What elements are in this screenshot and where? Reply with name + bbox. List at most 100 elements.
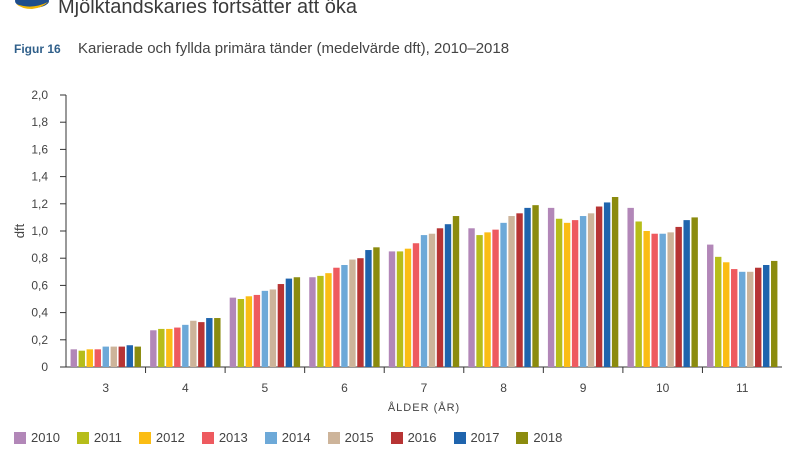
bar-2012-age-4 bbox=[166, 328, 173, 367]
bar-2018-age-3 bbox=[134, 346, 141, 367]
bar-2010-age-11 bbox=[707, 244, 714, 367]
bar-2014-age-3 bbox=[102, 346, 109, 367]
bar-chart: 0 0,2 0,4 0,6 0,8 1,0 1,2 1,4 1,6 1,8 2,0 dft 3 4 5 6 7 8… bbox=[12, 88, 782, 414]
legend-item-2011: 2011 bbox=[76, 430, 122, 445]
bar-2016-age-8 bbox=[516, 213, 523, 367]
bar-2013-age-9 bbox=[571, 220, 579, 367]
bar-2012-age-7 bbox=[404, 248, 412, 367]
x-tick-label: 4 bbox=[182, 381, 189, 395]
bar-2010-age-3 bbox=[70, 349, 77, 367]
bar-2012-age-10 bbox=[643, 231, 650, 367]
bar-2013-age-7 bbox=[412, 243, 420, 367]
x-tick-label: 9 bbox=[580, 381, 587, 395]
y-tick-label: 1,4 bbox=[31, 170, 48, 184]
bar-2017-age-6 bbox=[365, 250, 372, 367]
legend-label: 2011 bbox=[93, 430, 122, 445]
bar-2015-age-5 bbox=[269, 289, 277, 367]
bar-2013-age-8 bbox=[492, 229, 499, 367]
legend-swatch bbox=[390, 431, 403, 444]
bar-2016-age-11 bbox=[755, 267, 762, 367]
bar-2017-age-5 bbox=[285, 278, 293, 367]
bar-2017-age-10 bbox=[683, 220, 690, 367]
legend-swatch bbox=[14, 431, 26, 444]
figure-title: Karierade och fyllda primära tänder (med… bbox=[78, 40, 510, 57]
y-tick-label: 0,8 bbox=[31, 251, 48, 265]
bar-2010-age-8 bbox=[468, 228, 475, 367]
bar-2012-age-9 bbox=[563, 222, 571, 367]
bar-2015-age-11 bbox=[747, 271, 754, 367]
bar-2011-age-11 bbox=[715, 256, 722, 367]
bar-2010-age-10 bbox=[627, 207, 634, 367]
y-axis-label: dft bbox=[12, 223, 27, 238]
bar-2010-age-4 bbox=[150, 330, 157, 367]
legend-item-2017: 2017 bbox=[453, 430, 500, 445]
bar-2013-age-5 bbox=[253, 294, 261, 367]
chart-legend: 2010 2011 2012 2013 2014 2015 2016 2017 2018 bbox=[14, 430, 579, 445]
logo-icon bbox=[15, 0, 49, 9]
bar-2014-age-7 bbox=[420, 235, 428, 367]
legend-item-2010: 2010 bbox=[14, 430, 60, 445]
bar-2018-age-8 bbox=[532, 205, 539, 367]
bar-2014-age-5 bbox=[261, 290, 269, 367]
bar-2014-age-4 bbox=[182, 324, 189, 367]
bar-2016-age-6 bbox=[357, 258, 364, 367]
legend-label: 2017 bbox=[470, 430, 500, 445]
legend-label: 2018 bbox=[533, 430, 563, 445]
y-tick-label: 1,2 bbox=[31, 197, 48, 211]
legend-swatch bbox=[516, 431, 529, 444]
bar-2018-age-4 bbox=[214, 318, 221, 367]
bar-2012-age-5 bbox=[245, 296, 253, 367]
legend-label: 2014 bbox=[281, 430, 311, 445]
bar-2013-age-11 bbox=[731, 269, 738, 367]
bar-2017-age-4 bbox=[206, 318, 213, 367]
bar-2014-age-6 bbox=[341, 265, 348, 367]
legend-label: 2013 bbox=[218, 430, 248, 445]
bar-2012-age-11 bbox=[723, 262, 730, 367]
legend-item-2015: 2015 bbox=[327, 430, 374, 445]
page-heading: Mjölktandskaries fortsätter att öka bbox=[58, 0, 358, 18]
legend-swatch bbox=[327, 431, 340, 444]
x-tick-label: 6 bbox=[341, 381, 348, 395]
legend-label: 2016 bbox=[407, 430, 437, 445]
bar-2013-age-3 bbox=[94, 349, 101, 367]
bar-2012-age-3 bbox=[86, 349, 93, 367]
x-tick-label: 5 bbox=[262, 381, 269, 395]
x-tick-label: 10 bbox=[656, 381, 670, 395]
bar-2015-age-9 bbox=[587, 213, 595, 367]
figure-label: Figur 16 bbox=[14, 42, 61, 56]
bar-2018-age-6 bbox=[373, 247, 380, 367]
bar-2011-age-7 bbox=[396, 251, 404, 367]
bar-2014-age-10 bbox=[659, 233, 666, 367]
legend-swatch bbox=[201, 431, 214, 444]
legend-item-2014: 2014 bbox=[264, 430, 311, 445]
legend-label: 2010 bbox=[31, 430, 60, 445]
legend-item-2018: 2018 bbox=[516, 430, 562, 445]
bar-2011-age-5 bbox=[237, 299, 245, 367]
y-tick-label: 0 bbox=[41, 360, 48, 374]
legend-swatch bbox=[138, 431, 151, 444]
y-tick-label: 0,4 bbox=[31, 306, 48, 320]
bar-2011-age-9 bbox=[555, 218, 563, 367]
bar-2011-age-4 bbox=[158, 328, 165, 367]
bar-2013-age-10 bbox=[651, 233, 658, 367]
legend-item-2013: 2013 bbox=[201, 430, 248, 445]
y-tick-label: 1,6 bbox=[31, 142, 48, 156]
x-tick-label: 8 bbox=[500, 381, 507, 395]
y-tick-label: 2,0 bbox=[31, 88, 48, 102]
bar-2015-age-6 bbox=[349, 259, 356, 367]
legend-swatch bbox=[76, 431, 89, 444]
bar-2010-age-9 bbox=[547, 207, 555, 367]
bar-2016-age-5 bbox=[277, 284, 285, 367]
bar-2014-age-9 bbox=[579, 216, 587, 367]
bar-2017-age-3 bbox=[126, 345, 133, 367]
bar-2016-age-3 bbox=[118, 346, 125, 367]
bar-2016-age-7 bbox=[436, 228, 444, 367]
x-tick-label: 7 bbox=[421, 381, 428, 395]
y-tick-label: 0,6 bbox=[31, 278, 48, 292]
bar-2015-age-4 bbox=[190, 320, 197, 367]
bar-2010-age-5 bbox=[229, 297, 237, 367]
figure-caption: Figur 16 Karierade och fyllda primära tä… bbox=[14, 40, 509, 57]
y-tick-label: 0,2 bbox=[31, 333, 48, 347]
bar-2017-age-11 bbox=[763, 265, 770, 367]
bar-2017-age-8 bbox=[524, 207, 531, 367]
